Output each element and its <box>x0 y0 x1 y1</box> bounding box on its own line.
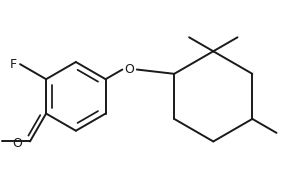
Text: O: O <box>13 137 22 150</box>
Text: F: F <box>10 58 17 71</box>
Text: O: O <box>124 63 134 76</box>
